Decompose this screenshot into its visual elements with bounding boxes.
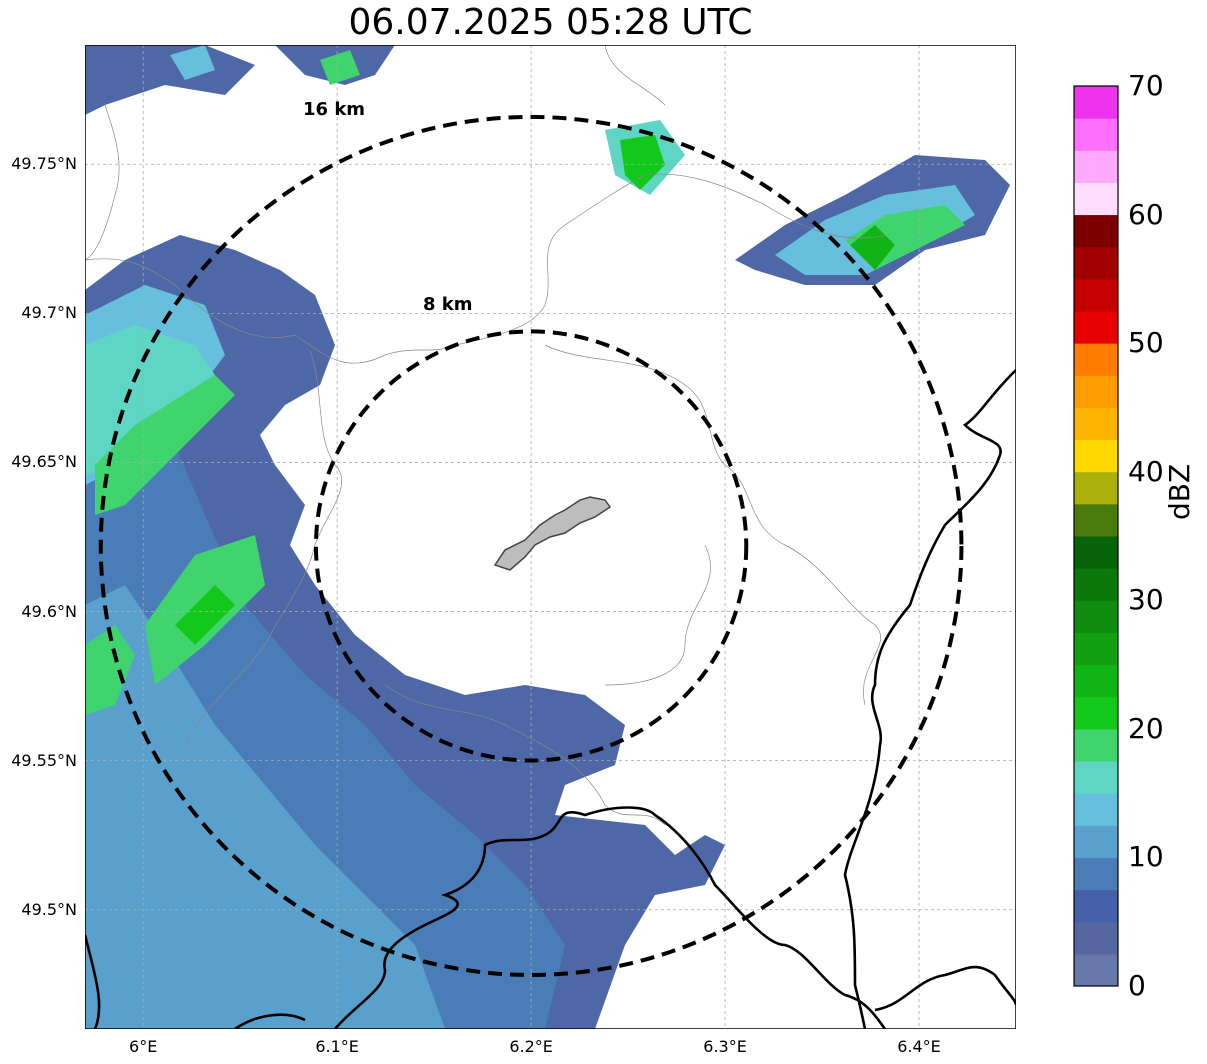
colorbar-segment xyxy=(1074,407,1118,441)
echo-band-green-4 xyxy=(85,625,135,715)
colorbar-segment xyxy=(1074,471,1118,505)
colorbar-segment xyxy=(1074,246,1118,280)
colorbar-segment xyxy=(1074,761,1118,794)
colorbar-segment xyxy=(1074,857,1118,891)
colorbar-segment xyxy=(1074,182,1118,216)
colorbar-tick-label: 50 xyxy=(1128,326,1164,360)
colorbar-segment xyxy=(1074,118,1118,151)
colorbar-segment xyxy=(1074,214,1118,248)
colorbar-segment xyxy=(1074,664,1118,698)
colorbar xyxy=(1073,85,1119,987)
colorbar-segment xyxy=(1074,150,1118,183)
lat-tick-label: 49.7°N xyxy=(21,303,77,323)
range-ring-16km xyxy=(98,114,964,977)
chart-title: 06.07.2025 05:28 UTC xyxy=(348,2,753,43)
colorbar-segment xyxy=(1074,86,1118,119)
colorbar-tick-label: 40 xyxy=(1128,454,1164,488)
colorbar-segment xyxy=(1074,793,1118,826)
lon-tick-label: 6.4°E xyxy=(897,1037,941,1056)
echo-cell-north-core xyxy=(620,135,665,190)
colorbar-segment xyxy=(1074,439,1118,473)
colorbar-tick-label: 0 xyxy=(1128,969,1146,1002)
lon-tick-label: 6°E xyxy=(129,1037,158,1056)
echo-region-topleft xyxy=(85,45,255,115)
graticule xyxy=(85,45,1016,1029)
colorbar-segment xyxy=(1074,921,1118,955)
colorbar-segment xyxy=(1074,953,1118,987)
lat-tick-label: 49.55°N xyxy=(11,750,77,770)
ring-label-16km: 16 km xyxy=(303,99,365,120)
lat-tick-label: 49.5°N xyxy=(21,899,77,919)
colorbar-segment xyxy=(1074,375,1118,408)
colorbar-segment xyxy=(1074,278,1118,312)
colorbar-segment xyxy=(1074,568,1118,601)
colorbar-segment xyxy=(1074,696,1118,730)
echo-spot-top-cyan xyxy=(170,45,215,80)
colorbar-tick-label: 20 xyxy=(1128,711,1164,745)
range-ring-8km xyxy=(313,329,749,763)
echo-band-green-3 xyxy=(175,585,235,645)
colorbar-segment xyxy=(1074,728,1118,762)
lon-tick-label: 6.1°E xyxy=(315,1037,359,1056)
colorbar-segment xyxy=(1074,825,1118,858)
colorbar-tick-label: 10 xyxy=(1128,840,1164,874)
echo-cell-northeast-core xyxy=(850,225,895,270)
radar-echoes xyxy=(85,45,1010,1029)
colorbar-tick-label: 70 xyxy=(1128,69,1164,102)
colorbar-segment xyxy=(1074,536,1118,569)
colorbar-segment xyxy=(1074,889,1118,923)
colorbar-tick-label: 60 xyxy=(1128,197,1164,231)
lon-tick-label: 6.2°E xyxy=(509,1037,553,1056)
echo-spot-top-green xyxy=(320,50,360,85)
echo-region-west-teal xyxy=(85,325,215,475)
lat-tick-label: 49.6°N xyxy=(21,601,77,621)
lon-tick-label: 6.3°E xyxy=(703,1037,747,1056)
radar-map[interactable]: 8 km 16 km xyxy=(85,45,1016,1029)
lat-tick-label: 49.65°N xyxy=(11,452,77,472)
colorbar-segment xyxy=(1074,503,1118,537)
ring-label-8km: 8 km xyxy=(423,294,473,315)
colorbar-segment xyxy=(1074,600,1118,633)
country-border xyxy=(85,369,1016,1029)
lat-tick-label: 49.75°N xyxy=(11,154,77,174)
colorbar-segment xyxy=(1074,343,1118,376)
range-rings xyxy=(98,114,964,977)
radar-site-area xyxy=(493,496,612,571)
colorbar-segment xyxy=(1074,311,1118,344)
echo-band-green-1 xyxy=(95,375,235,515)
colorbar-tick-label: 30 xyxy=(1128,583,1164,617)
echo-region-southwest-light xyxy=(85,585,445,1029)
colorbar-segment xyxy=(1074,632,1118,666)
colorbar-label: dBZ xyxy=(1163,463,1196,520)
